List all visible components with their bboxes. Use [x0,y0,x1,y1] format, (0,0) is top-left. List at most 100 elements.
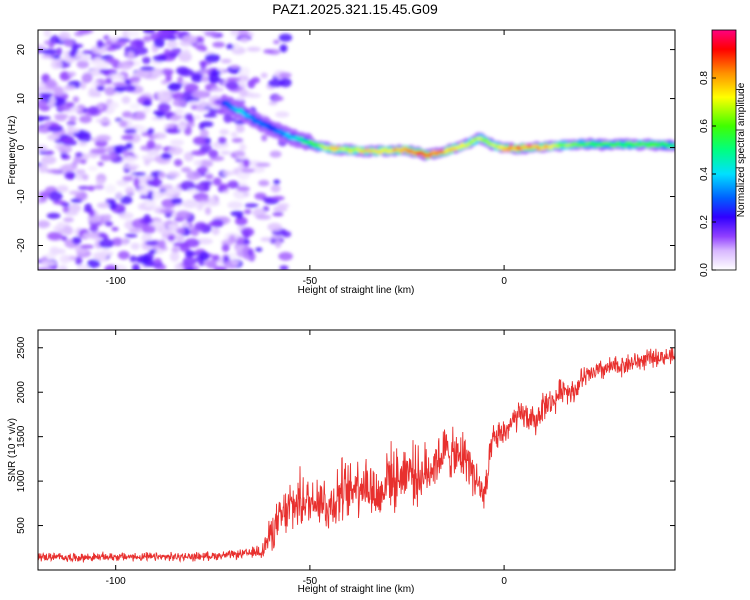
spectrogram-noise-blob [236,214,243,220]
spectrogram-noise-blob [218,143,227,149]
spectrogram-noise-blob [143,35,152,42]
spectrogram-noise-blob [255,162,271,167]
spectrogram-noise-blob [228,252,237,260]
spectrogram-noise-blob [251,166,265,173]
spectrogram-noise-blob [212,254,220,261]
spectrogram-noise-blob [99,68,109,74]
spectrogram-noise-blob [165,71,172,81]
spectrogram-noise-blob [113,87,125,92]
spectrogram-noise-blob [278,72,292,79]
spectrogram-noise-blob [95,179,105,185]
spectrogram-noise-blob [58,145,72,154]
spectrogram-noise-blob [96,202,110,209]
spectrogram-noise-blob [196,166,209,174]
spectrogram-noise-blob [243,209,252,215]
spectrogram-noise-blob [274,239,282,249]
spectrogram-noise-blob [171,197,183,205]
spectrogram-noise-blob [124,233,138,238]
spectrogram-noise-blob [205,173,214,180]
spectrogram-noise-blob [98,232,108,238]
colorbar: 0.0 0.2 0.4 0.6 0.8 Normalized spectral ampl… [699,29,747,277]
spectrogram-noise-blob [157,30,173,37]
spectrogram-noise-blob [133,177,140,188]
spectrogram-ridge-cell [499,145,505,149]
spectrogram-noise-blob [38,163,48,174]
spectrogram-noise-blob [38,144,49,152]
spectrogram-noise-blob [246,46,261,52]
spectrogram-noise-blob [218,136,227,145]
spectrogram-noise-blob [62,205,70,214]
spectrogram-noise-blob [80,54,91,62]
spectrogram-noise-blob [120,196,133,205]
spectrogram-noise-blob [251,77,260,84]
spectrogram-x-axis-label: Height of straight line (km) [298,285,415,296]
spectrogram-noise-blob [200,60,207,70]
spectrogram-noise-blob [41,48,58,55]
spectrogram-noise-blob [97,161,104,167]
spectrogram-noise-blob [208,221,224,227]
spectrogram-noise-blob [277,203,290,209]
spectrogram-noise-blob [112,74,125,80]
spectrogram-noise-blob [121,111,133,118]
spectrogram-noise-blob [195,105,205,112]
y-tick-label: 1500 [16,425,27,448]
spectrogram-noise-blob [75,256,83,266]
spectrogram-noise-blob [127,51,135,60]
spectrogram-noise-blob [268,101,278,106]
spectrogram-noise-blob [212,41,225,48]
spectrogram-noise-blob [238,88,249,97]
spectrogram-noise-blob [239,66,251,77]
spectrogram-noise-blob [123,164,140,170]
spectrogram-noise-blob [230,131,238,138]
spectrogram-noise-blob [192,115,202,120]
spectrogram-noise-blob [144,202,156,208]
spectrogram-noise-blob [115,191,123,200]
spectrogram-noise-blob [184,83,199,93]
x-tick-label: 0 [501,576,507,587]
spectrogram-noise-blob [207,107,218,115]
spectrogram-noise-blob [56,47,63,56]
spectrogram-noise-blob [273,179,281,185]
spectrogram-noise-blob [57,228,70,235]
spectrogram-noise-blob [155,248,164,254]
spectrogram-noise-blob [222,170,235,176]
spectrogram-noise-blob [108,201,117,210]
spectrogram-ridge-cell [238,108,244,112]
spectrogram-noise-blob [83,232,96,239]
spectrogram-noise-blob [49,97,56,106]
spectrogram-noise-blob [105,184,116,194]
spectrogram-noise-blob [63,39,74,48]
spectrogram-noise-blob [39,191,50,199]
spectrogram-noise-blob [90,137,99,142]
spectrogram-noise-blob [61,137,74,143]
spectrogram-noise-blob [203,102,215,108]
spectrogram-noise-blob [98,238,114,249]
x-tick-label: -50 [303,576,318,587]
spectrogram-noise-blob [198,200,208,206]
spectrogram-noise-blob [124,155,136,164]
spectrogram-noise-blob [142,99,152,107]
spectrogram-noise-blob [272,95,284,102]
spectrogram-noise-blob [187,188,199,194]
spectrogram-noise-blob [206,200,221,207]
spectrogram-noise-blob [121,237,129,246]
spectrogram-noise-blob [146,140,156,150]
spectrogram-noise-blob [220,58,232,64]
spectrogram-noise-blob [50,59,63,70]
spectrogram-noise-blob [278,251,293,261]
spectrogram-noise-blob [47,231,63,241]
spectrogram-noise-blob [146,128,155,135]
spectrogram-noise-blob [135,68,151,78]
spectrogram-noise-blob [78,141,88,147]
spectrogram-noise-blob [81,50,94,55]
spectrogram-noise-blob [96,39,104,49]
snr-x-axis-label: Height of straight line (km) [298,584,415,595]
spectrogram-noise-blob [48,191,63,202]
spectrogram-noise-blob [80,81,87,90]
y-tick-label: 2500 [16,336,27,359]
spectrogram-ridge-cell [457,145,463,150]
colorbar-frame [711,29,737,271]
spectrogram-noise-blob [219,183,229,191]
spectrogram-ridge-cell [226,103,232,107]
spectrogram-noise-blob [241,168,255,174]
